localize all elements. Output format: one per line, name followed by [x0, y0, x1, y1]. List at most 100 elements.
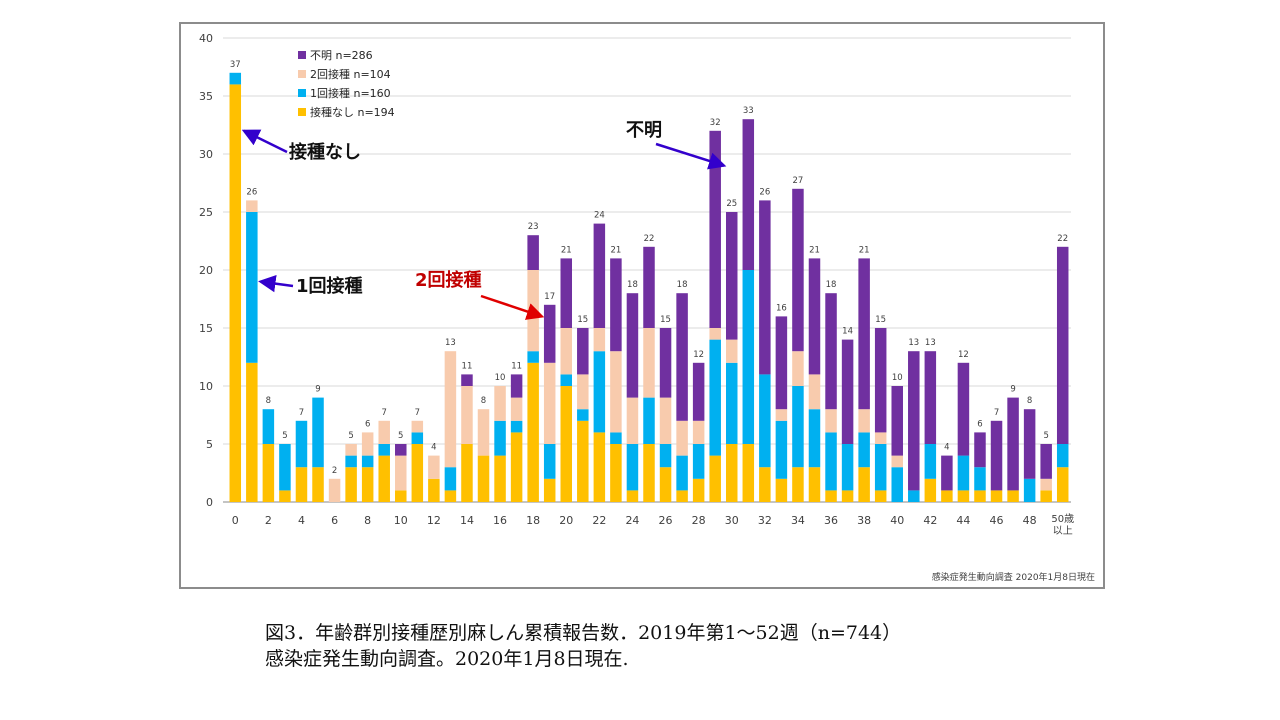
bar-total-label: 18 [677, 280, 688, 290]
bar-segment [361, 432, 374, 456]
bar-segment [676, 293, 688, 421]
bar-segment [395, 455, 407, 491]
bar-segment [593, 432, 606, 502]
annotation-label: 1回接種 [296, 275, 363, 297]
bar-total-label: 5 [282, 431, 287, 441]
bar-segment [411, 432, 424, 444]
y-tick-label: 20 [199, 264, 213, 277]
bar-total-label: 14 [842, 327, 853, 337]
stacked-bar-chart: 0510152025303540372685792567574131181011… [199, 32, 1095, 583]
bar-total-label: 5 [1043, 431, 1048, 441]
bar-segment [808, 374, 821, 410]
bar-segment [692, 444, 705, 479]
bar-segment [941, 455, 953, 491]
bar-segment [477, 455, 490, 502]
bar-segment [908, 490, 920, 502]
x-tick-label: 38 [857, 514, 871, 527]
bar-segment [246, 362, 258, 502]
y-tick-label: 40 [199, 32, 213, 45]
bar-segment [345, 444, 357, 456]
bar-total-label: 22 [1057, 234, 1068, 244]
bar-total-label: 5 [348, 431, 353, 441]
bar-total-label: 11 [511, 361, 522, 371]
caption-line-1: 図3．年齢群別接種歴別麻しん累積報告数．2019年第1～52週（n=744） [265, 622, 902, 644]
bar-segment [510, 397, 523, 421]
x-tick-label: 36 [824, 514, 838, 527]
bar-segment [246, 212, 258, 363]
bar-segment [577, 374, 589, 410]
bar-segment [610, 351, 622, 433]
x-tick-label: 22 [592, 514, 606, 527]
bar-segment [841, 444, 854, 491]
x-tick-label: 24 [625, 514, 639, 527]
legend-label: 2回接種 n=104 [310, 67, 391, 81]
legend-swatch [298, 70, 306, 78]
bar-segment [974, 432, 986, 468]
bar-segment [626, 293, 639, 398]
x-tick-label: 2 [265, 514, 272, 527]
annotation-arrow [241, 129, 288, 154]
annotation-arrow [480, 294, 545, 320]
bar-total-label: 15 [577, 315, 588, 325]
y-tick-label: 5 [206, 438, 213, 451]
annotation-label: 接種なし [289, 141, 361, 163]
bar-total-label: 7 [299, 408, 304, 418]
bar-segment [229, 84, 242, 503]
bar-segment [577, 409, 589, 421]
bar-total-label: 7 [382, 408, 387, 418]
bar-segment [1007, 397, 1019, 491]
bar-segment [428, 455, 440, 479]
bar-segment [990, 490, 1003, 502]
x-tick-label: 14 [460, 514, 474, 527]
bar-segment [411, 420, 424, 433]
bar-segment [692, 362, 705, 421]
x-tick-label-last-line2: 以上 [1053, 525, 1073, 537]
bar-segment [428, 478, 440, 502]
bar-segment [759, 374, 771, 468]
bar-total-label: 13 [925, 338, 936, 348]
x-tick-label-last-line1: 50歳 [1051, 513, 1074, 525]
caption-line-2: 感染症発生動向調査。2020年1月8日現在. [265, 648, 629, 670]
bar-segment [593, 223, 606, 328]
bar-segment [527, 270, 539, 352]
legend-label: 接種なし n=194 [310, 105, 395, 119]
bar-segment [643, 444, 655, 502]
bar-segment [328, 478, 341, 502]
bar-segment [858, 432, 870, 468]
bar-segment [974, 490, 986, 502]
bar-segment [1040, 490, 1052, 502]
bar-total-label: 18 [627, 280, 638, 290]
legend-swatch [298, 51, 306, 59]
bar-segment [378, 455, 390, 502]
bar-segment [461, 386, 473, 444]
bar-segment [577, 328, 589, 375]
x-tick-label: 8 [364, 514, 371, 527]
bar-segment [891, 386, 903, 456]
annotation-label: 2回接種 [415, 269, 482, 291]
bar-segment [891, 467, 903, 502]
bar-segment [742, 119, 755, 270]
bar-segment [759, 467, 771, 502]
bar-segment [262, 444, 275, 502]
bar-segment [709, 339, 721, 456]
bar-total-label: 22 [644, 234, 655, 244]
bar-segment [279, 490, 291, 502]
bar-segment [295, 467, 308, 502]
bar-total-label: 15 [660, 315, 671, 325]
bar-segment [825, 490, 837, 502]
bar-segment [990, 420, 1003, 491]
y-tick-label: 35 [199, 90, 213, 103]
bar-segment [874, 432, 887, 444]
bar-total-label: 12 [958, 350, 969, 360]
bar-segment [659, 444, 672, 468]
bar-segment [924, 351, 937, 444]
bar-total-label: 7 [994, 408, 999, 418]
bar-segment [477, 409, 490, 456]
y-tick-label: 0 [206, 496, 213, 509]
bar-segment [825, 293, 837, 410]
bar-segment [1023, 409, 1036, 479]
bar-segment [808, 467, 821, 502]
bar-segment [610, 258, 622, 352]
bar-total-label: 6 [977, 419, 982, 429]
bar-segment [345, 467, 357, 502]
